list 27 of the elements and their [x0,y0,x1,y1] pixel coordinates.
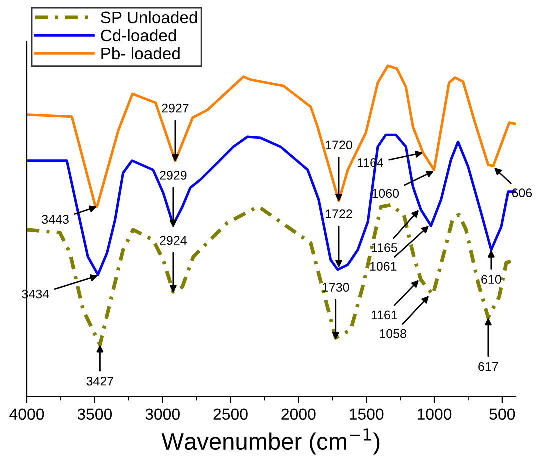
annotation: 610 [482,275,502,284]
annotation: 2927 [162,104,189,113]
annotation: 1730 [322,283,350,292]
x-tick-label: 4000 [10,408,44,420]
annotation: 617 [478,362,498,372]
annotation: 1720 [326,140,352,150]
annotation: 3427 [86,376,114,386]
legend-label: Cd-loaded [101,29,176,42]
legend-label: SP Unloaded [101,11,198,24]
annotation: 1061 [370,262,397,271]
x-axis-title: Wavenumber (cm$^{−1}$) [162,428,380,455]
annotation: 2929 [160,171,187,180]
x-tick-label: 500 [490,408,516,420]
x-tick-label: 3000 [146,408,180,420]
x-tick-label: 2500 [214,408,248,420]
x-tick-label: 3500 [78,408,112,420]
annotation: 3443 [42,215,69,224]
x-tick-label: 1000 [418,408,452,420]
annotation: 1722 [326,210,352,218]
annotation: 1165 [372,243,398,252]
annotation: 1161 [372,310,398,320]
legend-label: Pb- loaded [102,47,180,60]
x-tick-label: 1500 [350,408,384,420]
annotation: 1058 [380,329,406,338]
annotation: 606 [512,188,532,198]
x-tick-label: 2000 [282,408,316,420]
annotation: 2924 [160,236,187,246]
